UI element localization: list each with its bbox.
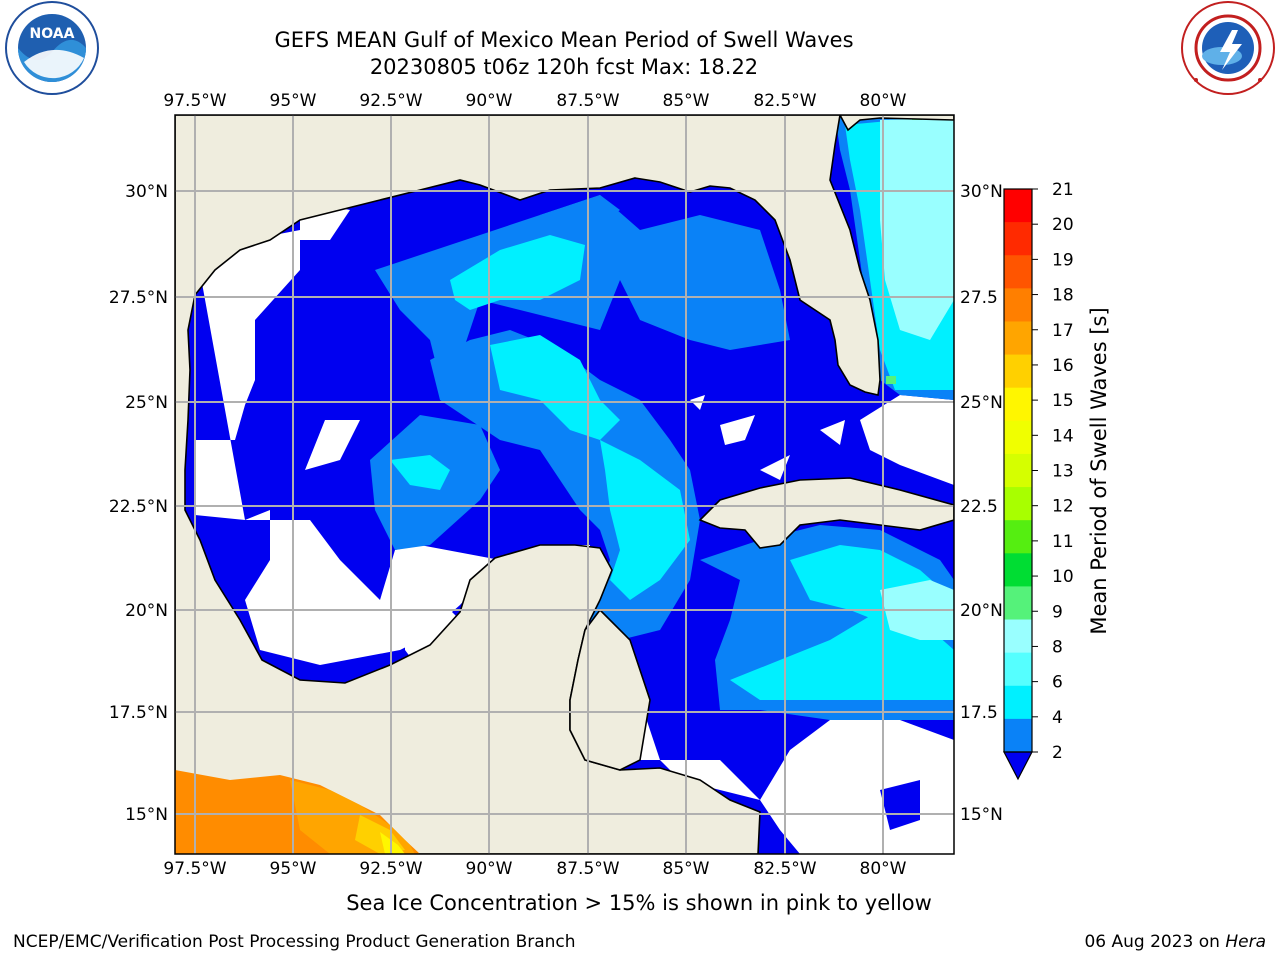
longitude-label: 92.5°W bbox=[359, 859, 422, 879]
latitude-label: 27.5°N bbox=[109, 288, 168, 308]
colorbar-swatch bbox=[1004, 685, 1032, 720]
colorbar-swatch bbox=[1004, 387, 1032, 422]
footer-host: Hera bbox=[1225, 932, 1266, 952]
longitude-labels-bottom: 97.5°W 95°W 92.5°W 90°W 87.5°W 85°W 82.5°W 80°W bbox=[163, 859, 906, 879]
colorbar-label: 15 bbox=[1052, 391, 1074, 411]
colorbar-label: 4 bbox=[1052, 708, 1063, 728]
sea-ice-caption: Sea Ice Concentration > 15% is shown in … bbox=[346, 891, 932, 915]
longitude-label: 87.5°W bbox=[556, 91, 619, 111]
longitude-label: 97.5°W bbox=[163, 91, 226, 111]
longitude-label: 80°W bbox=[860, 91, 907, 111]
colorbar-label: 18 bbox=[1052, 286, 1074, 306]
latitude-label: 15°N bbox=[960, 805, 1003, 825]
latitude-label: 17.5 bbox=[960, 703, 998, 723]
map-title: GEFS MEAN Gulf of Mexico Mean Period of … bbox=[274, 28, 854, 52]
colorbar-label: 21 bbox=[1052, 180, 1074, 200]
colorbar-label: 9 bbox=[1052, 602, 1063, 622]
colorbar-swatch bbox=[1004, 222, 1032, 256]
colorbar-label: 20 bbox=[1052, 215, 1074, 235]
colorbar-swatch bbox=[1004, 321, 1032, 356]
longitude-label: 82.5°W bbox=[753, 91, 816, 111]
noaa-logo-icon: NOAA bbox=[5, 1, 99, 95]
colorbar-label: 2 bbox=[1052, 743, 1063, 763]
colorbar-swatch bbox=[1004, 718, 1032, 753]
longitude-label: 85°W bbox=[663, 859, 710, 879]
longitude-label: 95°W bbox=[270, 91, 317, 111]
gridlines bbox=[175, 115, 954, 854]
colorbar-swatch bbox=[1004, 288, 1032, 322]
longitude-labels-top: 97.5°W 95°W 92.5°W 90°W 87.5°W 85°W 82.5°W 80°W bbox=[163, 91, 906, 111]
longitude-label: 97.5°W bbox=[163, 859, 226, 879]
colorbar-swatch bbox=[1004, 652, 1032, 687]
colorbar-extend-arrow bbox=[1003, 751, 1033, 781]
colorbar-swatch bbox=[1004, 586, 1032, 621]
latitude-label: 27.5 bbox=[960, 288, 998, 308]
nws-logo-icon bbox=[1181, 1, 1275, 95]
sea-ice-region bbox=[175, 770, 420, 854]
latitude-label: 22.5 bbox=[960, 497, 998, 517]
longitude-label: 90°W bbox=[466, 859, 513, 879]
footer-date: 06 Aug 2023 on Hera bbox=[1084, 932, 1266, 952]
colorbar-swatch bbox=[1004, 420, 1032, 455]
colorbar-swatch bbox=[1004, 553, 1032, 587]
footer-organization: NCEP/EMC/Verification Post Processing Pr… bbox=[13, 932, 576, 952]
latitude-label: 20°N bbox=[125, 601, 168, 621]
longitude-label: 90°W bbox=[466, 91, 513, 111]
latitude-label: 17.5°N bbox=[109, 703, 168, 723]
map-frame bbox=[174, 114, 955, 855]
latitude-label: 30°N bbox=[960, 182, 1003, 202]
colorbar-label: 14 bbox=[1052, 426, 1074, 446]
latitude-label: 20°N bbox=[960, 601, 1003, 621]
noaa-logo-text: NOAA bbox=[30, 26, 75, 42]
longitude-label: 95°W bbox=[270, 859, 317, 879]
colorbar-label: 13 bbox=[1052, 462, 1074, 482]
colorbar-label: 12 bbox=[1052, 497, 1074, 517]
colorbar-label: 19 bbox=[1052, 250, 1074, 270]
colorbar-swatch bbox=[1004, 619, 1032, 654]
footer-date-text: 06 Aug 2023 on bbox=[1084, 932, 1226, 952]
colorbar-swatch bbox=[1004, 189, 1032, 223]
longitude-label: 87.5°W bbox=[556, 859, 619, 879]
colorbar-label: 16 bbox=[1052, 356, 1074, 376]
colorbar-label: 10 bbox=[1052, 567, 1074, 587]
longitude-label: 92.5°W bbox=[359, 91, 422, 111]
colorbar-swatch bbox=[1004, 255, 1032, 289]
longitude-label: 85°W bbox=[663, 91, 710, 111]
colorbar-label: 8 bbox=[1052, 637, 1063, 657]
colorbar-label: 11 bbox=[1052, 532, 1074, 552]
latitude-labels-right: 30°N 27.5 25°N 22.5 20°N 17.5 15°N bbox=[960, 182, 1003, 825]
colorbar-swatch bbox=[1004, 453, 1032, 488]
colorbar-swatch bbox=[1004, 487, 1032, 521]
latitude-label: 30°N bbox=[125, 182, 168, 202]
longitude-label: 82.5°W bbox=[753, 859, 816, 879]
colorbar-label: 6 bbox=[1052, 673, 1063, 693]
colorbar: 21 20 19 18 17 16 15 14 13 12 11 10 9 8 6 4 2 bbox=[1003, 180, 1074, 781]
colorbar-label: 17 bbox=[1052, 321, 1074, 341]
latitude-label: 15°N bbox=[125, 805, 168, 825]
colorbar-title: Mean Period of Swell Waves [s] bbox=[1087, 307, 1111, 634]
latitude-label: 22.5°N bbox=[109, 497, 168, 517]
latitude-label: 25°N bbox=[960, 393, 1003, 413]
colorbar-swatch bbox=[1004, 520, 1032, 554]
swell-8-9s bbox=[880, 118, 954, 640]
latitude-label: 25°N bbox=[125, 393, 168, 413]
longitude-label: 80°W bbox=[860, 859, 907, 879]
map-subtitle: 20230805 t06z 120h fcst Max: 18.22 bbox=[369, 55, 759, 79]
latitude-labels-left: 30°N 27.5°N 25°N 22.5°N 20°N 17.5°N 15°N bbox=[109, 182, 168, 825]
colorbar-swatch bbox=[1004, 354, 1032, 389]
